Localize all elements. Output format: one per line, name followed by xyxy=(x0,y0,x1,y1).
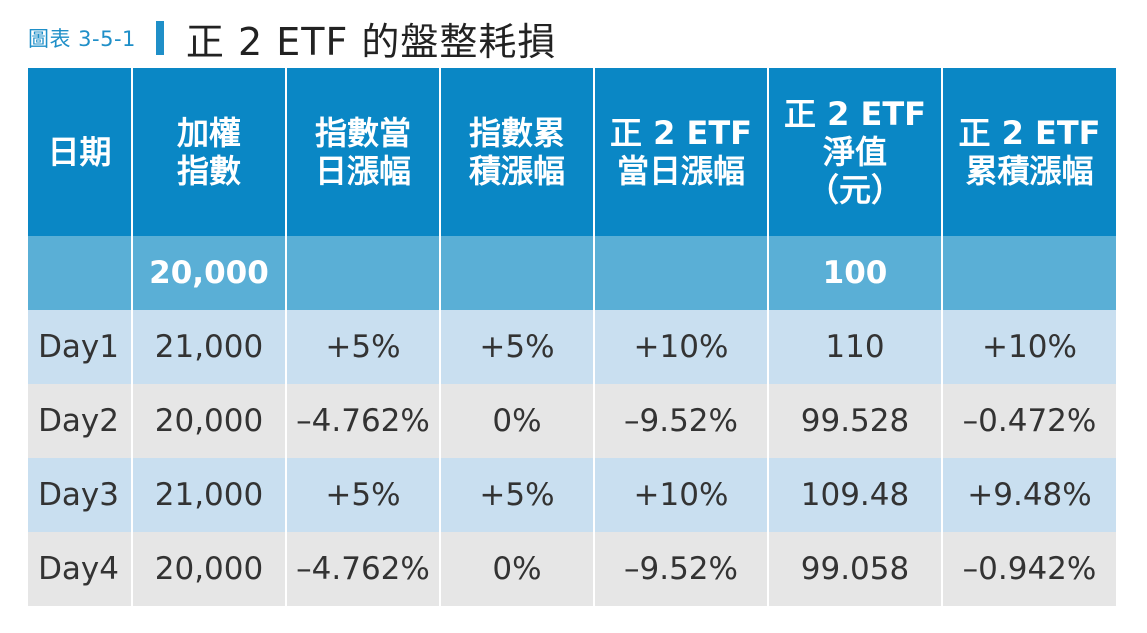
header-line: 正 2 ETF xyxy=(958,114,1101,152)
table-cell xyxy=(942,236,1116,310)
table-cell: 110 xyxy=(768,310,943,384)
header-index-daily-change: 指數當 日漲幅 xyxy=(286,68,441,236)
table-cell: 0% xyxy=(440,384,595,458)
table-cell: –9.52% xyxy=(594,532,769,606)
header-line: 指數當 xyxy=(314,114,411,152)
header-index-cumulative-change: 指數累 積漲幅 xyxy=(440,68,595,236)
table-row: Day4 20,000 –4.762% 0% –9.52% 99.058 –0.… xyxy=(28,532,1116,606)
table-cell: 109.48 xyxy=(768,458,943,532)
table-cell: –0.942% xyxy=(942,532,1116,606)
table-cell: –0.472% xyxy=(942,384,1116,458)
table-cell: Day2 xyxy=(28,384,133,458)
table-row: Day1 21,000 +5% +5% +10% 110 +10% xyxy=(28,310,1116,384)
table-cell xyxy=(28,236,133,310)
table-cell: 20,000 xyxy=(132,384,287,458)
figure-label: 圖表 3-5-1 xyxy=(28,27,136,51)
header-line: 指數 xyxy=(176,152,241,190)
header-line: 淨值 xyxy=(822,133,887,171)
base-row: 20,000 100 xyxy=(28,236,1116,310)
header-line: （元） xyxy=(806,171,903,209)
table-cell: +5% xyxy=(286,310,441,384)
table-cell: +9.48% xyxy=(942,458,1116,532)
etf-decay-table: 日期 加權 指數 指數當 日漲幅 指數累 積漲幅 正 2 ETF 當日漲幅 正 … xyxy=(28,68,1116,606)
table-cell: 99.058 xyxy=(768,532,943,606)
header-etf-daily-change: 正 2 ETF 當日漲幅 xyxy=(594,68,769,236)
table-cell xyxy=(440,236,595,310)
table-cell xyxy=(286,236,441,310)
header-etf-cumulative-change: 正 2 ETF 累積漲幅 xyxy=(942,68,1116,236)
figure-title: 正 2 ETF 的盤整耗損 xyxy=(185,19,557,64)
table-row: Day3 21,000 +5% +5% +10% 109.48 +9.48% xyxy=(28,458,1116,532)
table-cell: +10% xyxy=(942,310,1116,384)
table-cell: –9.52% xyxy=(594,384,769,458)
table-cell: 99.528 xyxy=(768,384,943,458)
header-row: 日期 加權 指數 指數當 日漲幅 指數累 積漲幅 正 2 ETF 當日漲幅 正 … xyxy=(28,68,1116,236)
table-cell: –4.762% xyxy=(286,532,441,606)
table-cell: +10% xyxy=(594,310,769,384)
header-line: 加權 xyxy=(176,114,241,152)
header-line: 積漲幅 xyxy=(468,152,565,190)
table-cell: 20,000 xyxy=(132,532,287,606)
header-etf-nav: 正 2 ETF 淨值 （元） xyxy=(768,68,943,236)
header-index: 加權 指數 xyxy=(132,68,287,236)
header-line: 日漲幅 xyxy=(314,152,411,190)
title-divider xyxy=(155,21,164,55)
table-cell: Day4 xyxy=(28,532,133,606)
header-line: 正 2 ETF xyxy=(609,114,753,152)
table-cell: +5% xyxy=(440,458,595,532)
header-line: 當日漲幅 xyxy=(616,152,745,190)
header-date: 日期 xyxy=(28,68,133,236)
table-cell: 0% xyxy=(440,532,595,606)
table-cell: 20,000 xyxy=(132,236,287,310)
table-cell: –4.762% xyxy=(286,384,441,458)
table-cell xyxy=(594,236,769,310)
table-cell: Day1 xyxy=(28,310,133,384)
table-cell: Day3 xyxy=(28,458,133,532)
table-cell: 21,000 xyxy=(132,458,287,532)
header-line: 正 2 ETF xyxy=(783,95,927,133)
table-cell: 100 xyxy=(768,236,943,310)
table-cell: +5% xyxy=(440,310,595,384)
table-cell: +10% xyxy=(594,458,769,532)
table-cell: 21,000 xyxy=(132,310,287,384)
header-line: 指數累 xyxy=(468,114,565,152)
header-line: 日期 xyxy=(47,133,112,171)
table-cell: +5% xyxy=(286,458,441,532)
figure-title-bar: 圖表 3-5-1 正 2 ETF 的盤整耗損 xyxy=(28,10,556,66)
table-row: Day2 20,000 –4.762% 0% –9.52% 99.528 –0.… xyxy=(28,384,1116,458)
header-line: 累積漲幅 xyxy=(965,152,1094,190)
